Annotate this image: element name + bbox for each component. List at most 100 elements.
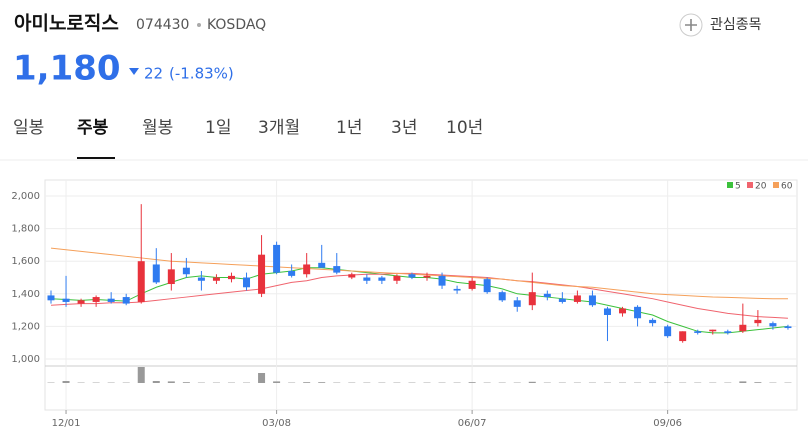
candle-body	[558, 298, 566, 302]
volume-bar	[182, 382, 190, 383]
ma-line	[50, 267, 789, 334]
y-tick-label: 2,000	[11, 191, 40, 202]
candle-body	[498, 292, 506, 301]
candle-body	[62, 298, 70, 302]
ma-line	[50, 272, 788, 319]
candle-body	[588, 295, 596, 306]
tab[interactable]: 월봉	[142, 118, 173, 138]
legend-swatch	[773, 182, 779, 188]
tab[interactable]: 3년	[391, 118, 417, 138]
y-tick-label: 1,200	[11, 321, 40, 332]
candle-body	[573, 295, 581, 302]
separator-dot	[197, 23, 201, 27]
candle-body	[483, 279, 491, 293]
candle-body	[694, 331, 702, 333]
candle-body	[754, 319, 762, 324]
plus	[685, 19, 697, 31]
candle-body	[649, 319, 657, 324]
down-arrow	[129, 68, 139, 75]
tab[interactable]: 1년	[336, 118, 362, 138]
market: KOSDAQ	[207, 17, 266, 33]
volume-bar	[167, 381, 175, 383]
y-tick-label: 1,800	[11, 224, 40, 235]
change: 22	[144, 65, 163, 83]
candle-body	[513, 300, 521, 307]
ma-line	[50, 247, 788, 300]
tab[interactable]: 3개월	[258, 118, 300, 138]
candle-body	[543, 293, 551, 298]
candle-body	[152, 264, 160, 283]
volume-bar	[528, 381, 536, 383]
candle-body	[318, 262, 326, 268]
candle-body	[453, 288, 461, 291]
x-tick-label: 12/01	[52, 418, 81, 429]
y-tick-label: 1,400	[11, 289, 40, 300]
candle-body	[468, 280, 476, 289]
candle-body	[288, 270, 296, 276]
legend-label: 20	[755, 182, 767, 192]
candle-body	[363, 277, 371, 281]
tab[interactable]: 주봉	[77, 118, 109, 138]
tab[interactable]: 1일	[205, 118, 231, 138]
volume-bar	[318, 382, 326, 383]
legend-swatch	[747, 182, 753, 188]
candle-body	[197, 277, 205, 281]
candle-body	[784, 326, 792, 329]
candle-body	[243, 277, 251, 288]
price: 1,180	[13, 49, 121, 89]
candle-body	[664, 326, 672, 337]
volume-bar	[754, 382, 762, 383]
candle-body	[724, 331, 732, 333]
volume-bar	[62, 381, 70, 383]
x-tick-label: 06/07	[458, 418, 487, 429]
stock-code: 074430	[136, 17, 189, 33]
volume-bar	[303, 382, 311, 383]
watch-button[interactable]: 관심종목	[679, 13, 762, 37]
tab[interactable]: 일봉	[13, 118, 44, 138]
candle-body	[603, 308, 611, 315]
candle-body	[619, 308, 627, 314]
tab[interactable]: 10년	[446, 118, 483, 138]
candle-body	[438, 275, 446, 286]
volume-bar	[258, 373, 266, 383]
volume-bar	[273, 381, 281, 383]
candle-body	[107, 298, 115, 302]
candle-body	[333, 266, 341, 273]
candle-body	[739, 324, 747, 332]
candle-body	[303, 264, 311, 275]
candle-body	[92, 297, 100, 302]
candle-body	[182, 267, 190, 275]
plot-frame	[44, 179, 798, 411]
candle-body	[408, 274, 416, 278]
legend-label: 5	[735, 182, 741, 192]
candle-body	[122, 297, 130, 304]
tab-underline	[77, 157, 115, 159]
candle-body	[47, 295, 55, 301]
candle-body	[167, 269, 175, 285]
candle-body	[137, 261, 145, 302]
chart: 1,000 1,200 1,400 1,600 1,800 2,000 12/01 03/08…	[11, 179, 798, 429]
x-tick-label: 03/08	[262, 418, 291, 429]
candle-body	[709, 329, 717, 332]
candle-body	[769, 323, 777, 327]
y-tick-label: 1,000	[11, 354, 40, 365]
volume-bar	[137, 367, 145, 383]
candle-body	[378, 277, 386, 281]
candle-body	[393, 275, 401, 281]
candle-body	[423, 275, 431, 278]
volume-bar	[152, 381, 160, 383]
x-tick-label: 09/06	[653, 418, 682, 429]
candle-body	[679, 331, 687, 342]
candle-body	[212, 277, 220, 281]
candle-body	[273, 244, 281, 273]
candle-body	[528, 292, 536, 306]
legend-label: 60	[781, 182, 793, 192]
candle-body	[634, 306, 642, 319]
change-pct: (-1.83%)	[169, 65, 234, 83]
candle-body	[77, 300, 85, 304]
tabs: 일봉 주봉 월봉 1일 3개월 1년 3년 10년	[13, 118, 483, 159]
stock-name: 아미노로직스	[14, 13, 119, 35]
volume-bar	[468, 382, 476, 383]
